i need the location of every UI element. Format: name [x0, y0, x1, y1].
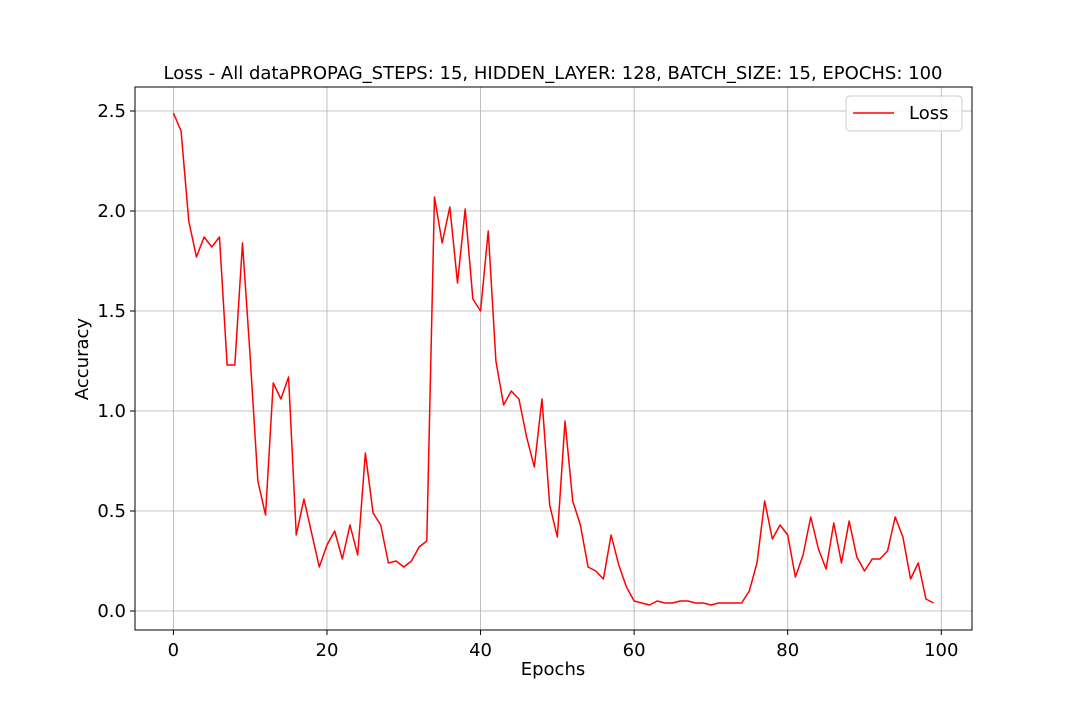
x-tick-label: 40	[469, 640, 492, 661]
y-tick-label: 0.0	[97, 601, 126, 622]
x-tick-label: 0	[168, 640, 179, 661]
legend: Loss	[846, 96, 962, 131]
y-tick-label: 2.5	[97, 101, 126, 122]
x-tick-label: 20	[316, 640, 339, 661]
x-axis-label: Epochs	[521, 659, 586, 680]
legend-label-loss: Loss	[909, 103, 948, 124]
x-tick-label: 60	[623, 640, 646, 661]
y-tick-label: 0.5	[97, 501, 126, 522]
y-axis-label: Accuracy	[72, 318, 93, 401]
chart-title: Loss - All dataPROPAG_STEPS: 15, HIDDEN_…	[163, 63, 942, 84]
x-tick-label: 100	[924, 640, 958, 661]
y-tick-label: 1.5	[97, 301, 126, 322]
y-tick-label: 2.0	[97, 201, 126, 222]
y-tick-label: 1.0	[97, 401, 126, 422]
x-tick-label: 80	[776, 640, 799, 661]
